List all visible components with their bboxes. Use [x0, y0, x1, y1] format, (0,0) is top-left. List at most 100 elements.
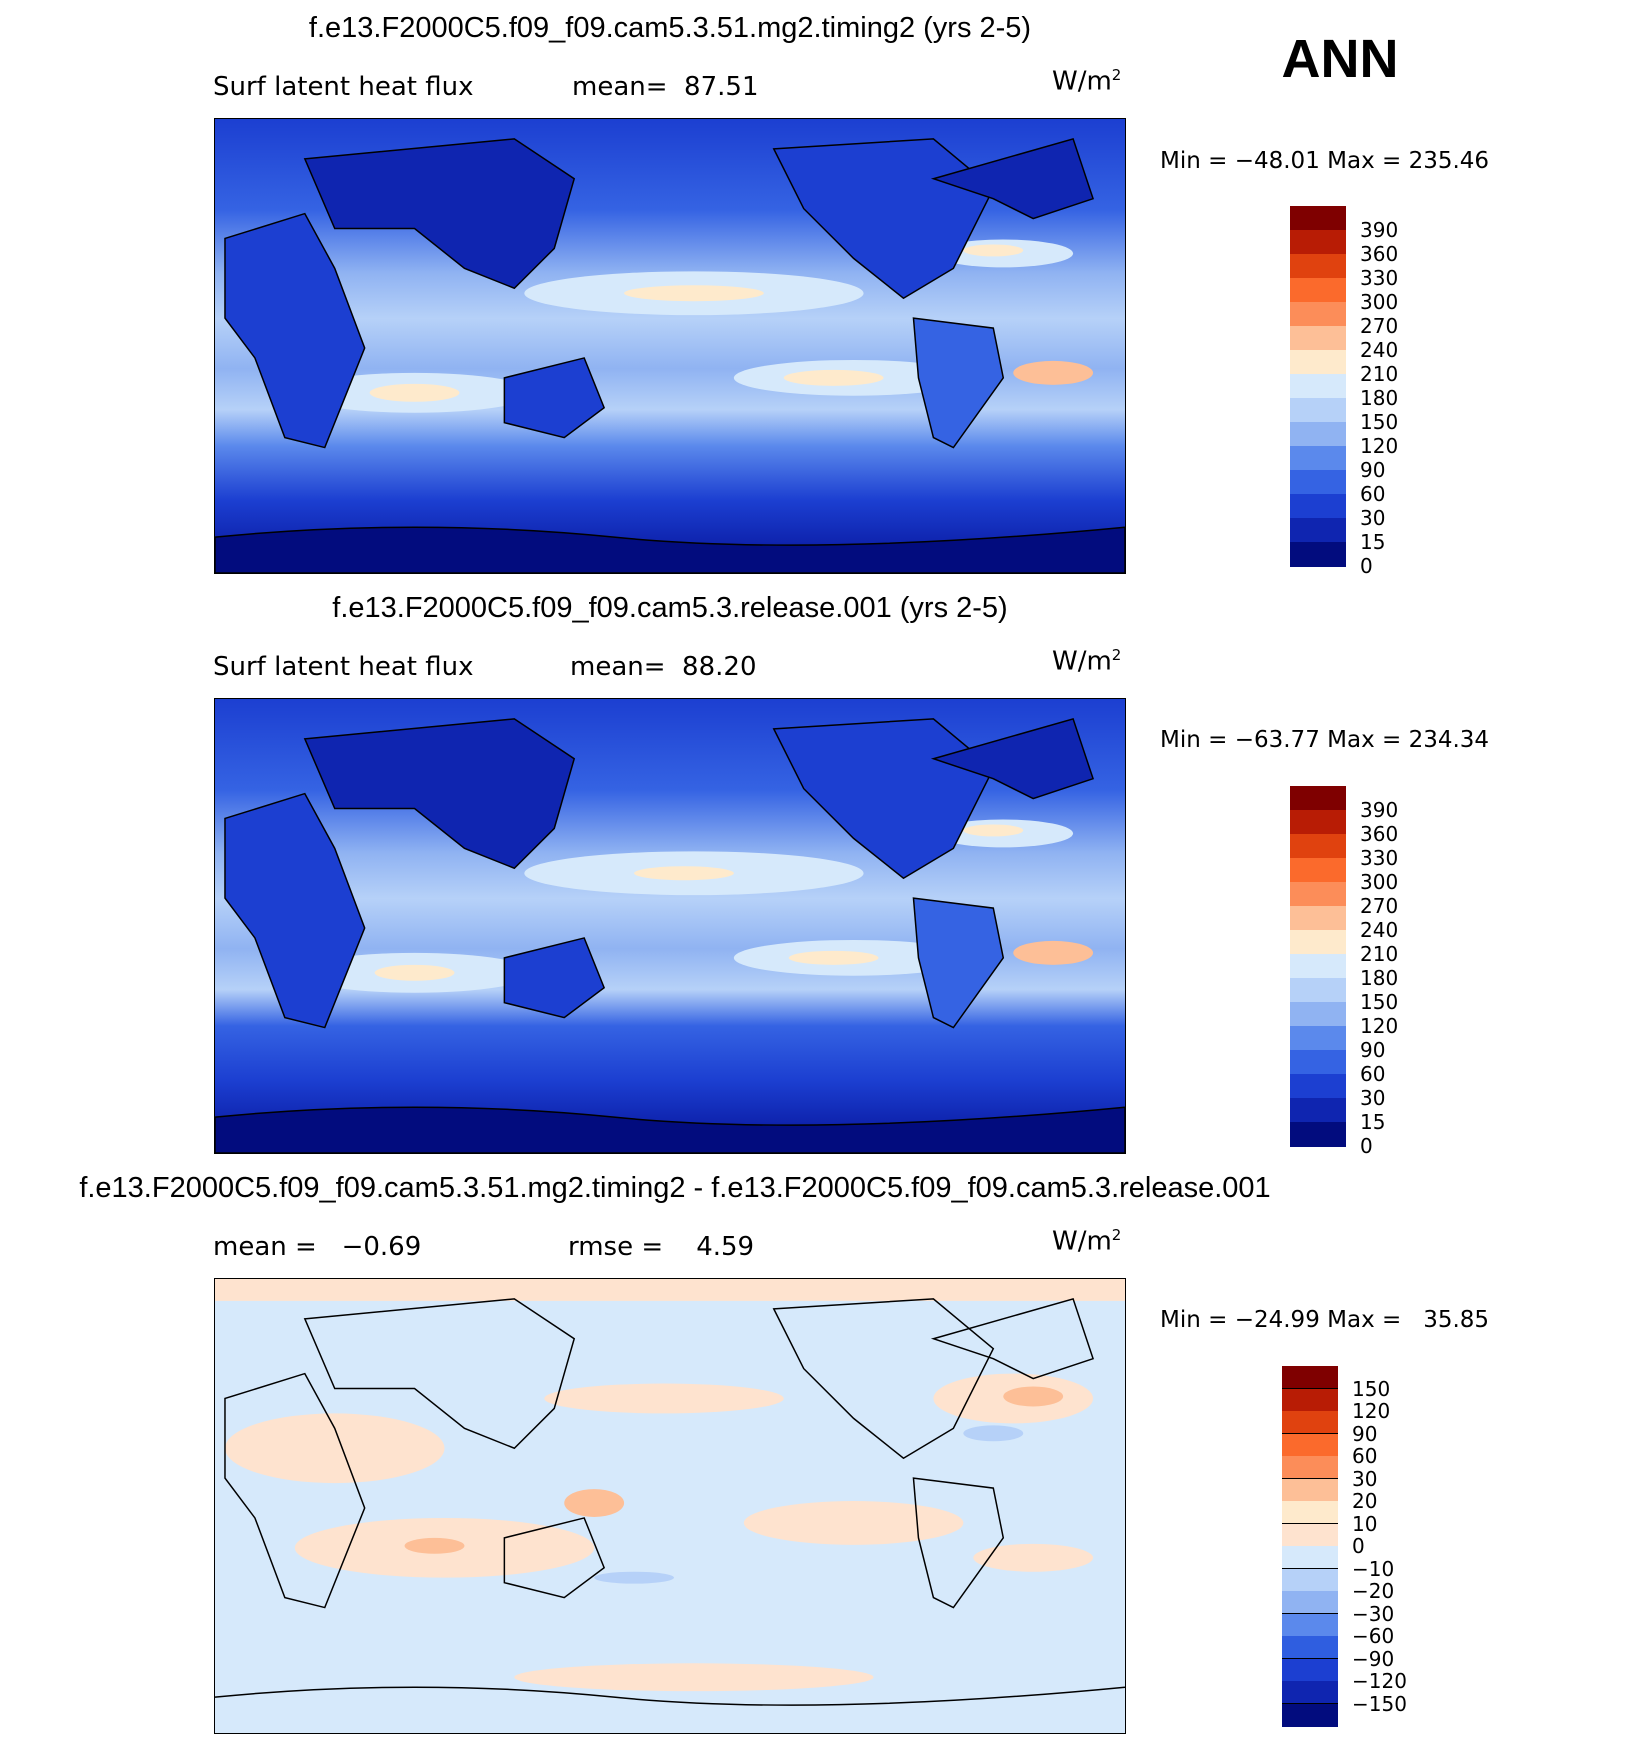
panel3-minmax: Min = −24.99 Max = 35.85 — [1160, 1307, 1490, 1333]
colorbar-tick-label: 90 — [1360, 458, 1386, 482]
colorbar-swatch — [1290, 374, 1346, 399]
colorbar-swatch — [1290, 398, 1346, 423]
panel1-units: W/m2 — [1052, 66, 1122, 97]
colorbar-tick-label: 0 — [1352, 1534, 1365, 1558]
panel1-variable-label: Surf latent heat flux — [213, 72, 474, 102]
colorbar-tick-label: 390 — [1360, 798, 1399, 822]
colorbar-swatch — [1290, 834, 1346, 859]
colorbar-swatch — [1290, 302, 1346, 327]
colorbar-swatch — [1290, 930, 1346, 955]
colorbar-tick-label: 390 — [1360, 218, 1399, 242]
colorbar-tick-label: −30 — [1352, 1601, 1395, 1626]
panel2-units: W/m2 — [1052, 646, 1122, 677]
colorbar-swatch — [1290, 254, 1346, 279]
colorbar-swatch — [1282, 1636, 1338, 1659]
panel2-variable-label: Surf latent heat flux — [213, 652, 474, 682]
colorbar-swatch — [1290, 1050, 1346, 1075]
colorbar-swatch — [1290, 542, 1346, 567]
panel2-title: f.e13.F2000C5.f09_f09.cam5.3.release.001… — [332, 592, 1008, 624]
colorbar-tick-label: 240 — [1360, 338, 1399, 362]
colorbar-swatch — [1282, 1411, 1338, 1434]
panel1-minmax: Min = −48.01 Max = 235.46 — [1160, 148, 1490, 174]
colorbar-tick-label: 330 — [1360, 266, 1399, 290]
colorbar-tick-label: 360 — [1360, 822, 1399, 846]
panel3-rmse-label: rmse = 4.59 — [568, 1232, 755, 1262]
panel3-title: f.e13.F2000C5.f09_f09.cam5.3.51.mg2.timi… — [79, 1172, 1271, 1204]
colorbar-swatch — [1290, 1074, 1346, 1099]
colorbar-tick-label: 120 — [1352, 1399, 1391, 1423]
panel2-map — [214, 698, 1126, 1154]
colorbar-tick-label: 15 — [1360, 530, 1386, 554]
colorbar-tick-label: 150 — [1360, 990, 1399, 1014]
colorbar-swatch — [1290, 1122, 1346, 1147]
colorbar-swatch — [1290, 278, 1346, 303]
colorbar-tick-label: 150 — [1360, 410, 1399, 434]
colorbar-tick-label: 20 — [1352, 1489, 1378, 1513]
colorbar-tick-label: 0 — [1360, 554, 1373, 578]
colorbar-tick-label: 120 — [1360, 1014, 1399, 1038]
colorbar-tick-label: 30 — [1360, 506, 1386, 530]
panel3-map — [214, 1278, 1126, 1734]
colorbar-swatch — [1290, 786, 1346, 811]
colorbar-tick-label: 300 — [1360, 870, 1399, 894]
colorbar-tick-label: 180 — [1360, 386, 1399, 410]
colorbar-tick-label: 90 — [1352, 1421, 1378, 1446]
panel1-title: f.e13.F2000C5.f09_f09.cam5.3.51.mg2.timi… — [308, 12, 1032, 44]
colorbar-swatch — [1282, 1501, 1338, 1524]
colorbar-tick-label: −20 — [1352, 1579, 1395, 1603]
colorbar-tick-label: −120 — [1352, 1669, 1407, 1693]
colorbar-swatch — [1290, 350, 1346, 375]
colorbar-tick-label: 30 — [1352, 1466, 1378, 1491]
colorbar-swatch — [1282, 1433, 1338, 1457]
colorbar-tick-label: 60 — [1360, 1062, 1386, 1086]
colorbar-tick-label: 60 — [1360, 482, 1386, 506]
colorbar-swatch — [1290, 858, 1346, 883]
panel3-mean-label: mean = −0.69 — [213, 1232, 422, 1262]
colorbar-swatch — [1282, 1703, 1338, 1727]
colorbar-swatch — [1282, 1613, 1338, 1637]
colorbar-tick-label: 330 — [1360, 846, 1399, 870]
colorbar-swatch — [1282, 1456, 1338, 1479]
panel3-units: W/m2 — [1052, 1226, 1122, 1257]
panel2-mean-label: mean= 88.20 — [570, 652, 757, 682]
colorbar-tick-label: 30 — [1360, 1086, 1386, 1110]
colorbar-tick-label: 15 — [1360, 1110, 1386, 1134]
colorbar-swatch — [1290, 882, 1346, 907]
colorbar-tick-label: 150 — [1352, 1376, 1391, 1401]
colorbar-tick-label: 270 — [1360, 314, 1399, 338]
colorbar-swatch — [1290, 518, 1346, 543]
panel1-map — [214, 118, 1126, 574]
colorbar-swatch — [1290, 206, 1346, 231]
colorbar-tick-label: 90 — [1360, 1038, 1386, 1062]
colorbar-swatch — [1290, 1026, 1346, 1051]
colorbar-tick-label: 10 — [1352, 1511, 1378, 1536]
colorbar-tick-label: 120 — [1360, 434, 1399, 458]
colorbar-swatch — [1290, 470, 1346, 495]
colorbar-swatch — [1290, 494, 1346, 519]
colorbar-swatch — [1282, 1658, 1338, 1682]
colorbar-swatch — [1290, 230, 1346, 255]
colorbar-swatch — [1282, 1366, 1338, 1389]
colorbar-tick-label: −60 — [1352, 1624, 1395, 1648]
colorbar-tick-label: −90 — [1352, 1646, 1395, 1671]
colorbar-swatch — [1282, 1478, 1338, 1502]
colorbar-tick-label: −150 — [1352, 1691, 1407, 1716]
colorbar-swatch — [1282, 1681, 1338, 1704]
colorbar-tick-label: 60 — [1352, 1444, 1378, 1468]
colorbar-swatch — [1282, 1546, 1338, 1569]
colorbar-swatch — [1282, 1523, 1338, 1547]
colorbar-swatch — [1290, 1098, 1346, 1123]
colorbar-swatch — [1290, 954, 1346, 979]
colorbar-swatch — [1290, 326, 1346, 351]
colorbar-swatch — [1290, 446, 1346, 471]
colorbar-tick-label: 210 — [1360, 362, 1399, 386]
colorbar-swatch — [1282, 1388, 1338, 1412]
colorbar-swatch — [1282, 1591, 1338, 1614]
colorbar-tick-label: 0 — [1360, 1134, 1373, 1158]
colorbar-tick-label: 210 — [1360, 942, 1399, 966]
colorbar-tick-label: 300 — [1360, 290, 1399, 314]
colorbar-swatch — [1290, 1002, 1346, 1027]
colorbar-swatch — [1282, 1568, 1338, 1592]
colorbar-swatch — [1290, 978, 1346, 1003]
colorbar-swatch — [1290, 810, 1346, 835]
